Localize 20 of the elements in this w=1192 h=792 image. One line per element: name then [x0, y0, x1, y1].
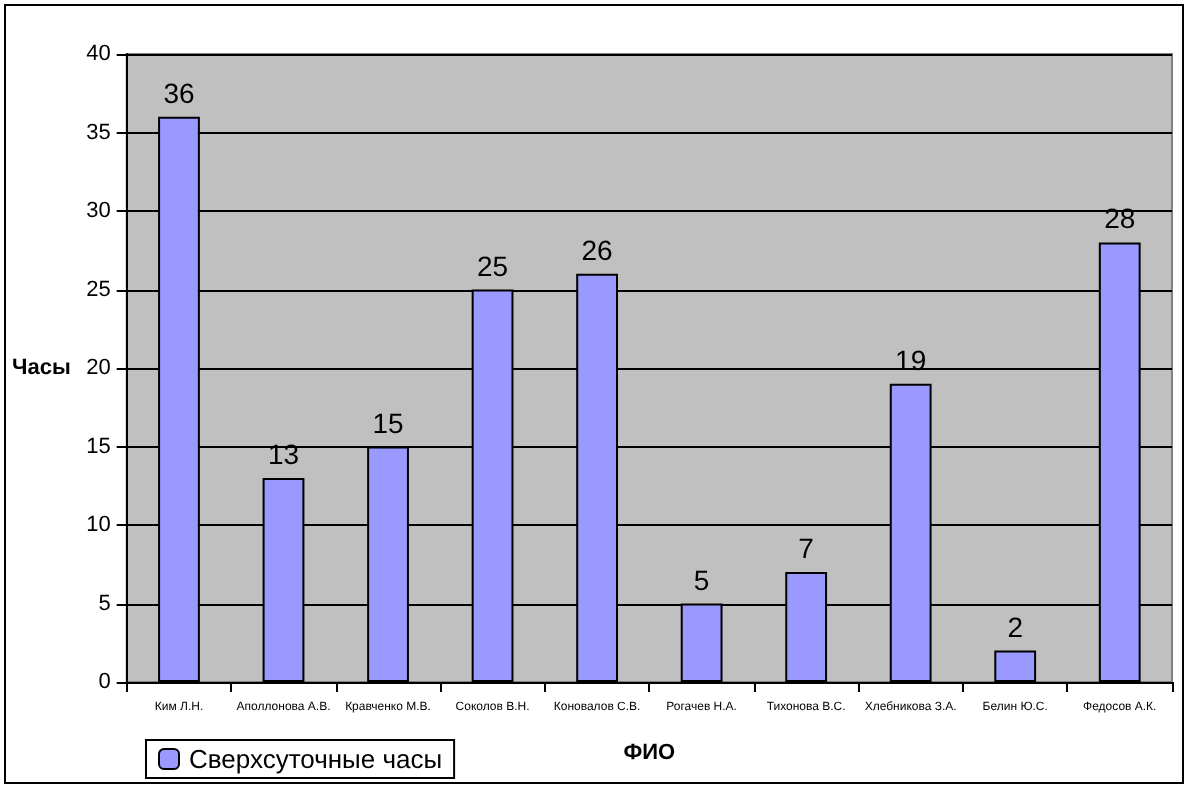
data-label: 36	[163, 76, 195, 109]
legend-label: Сверхсуточные часы	[189, 744, 443, 774]
y-tick-label: 10	[86, 513, 111, 537]
y-tick-label: 20	[86, 356, 111, 380]
y-tick-label: 0	[98, 670, 111, 694]
y-tick-label: 40	[86, 42, 111, 66]
y-tick-label: 25	[86, 277, 111, 302]
y-tick-label: 5	[98, 591, 111, 616]
bar	[994, 650, 1037, 682]
y-tick-label: 15	[86, 434, 111, 459]
y-axis-title: Часы	[12, 356, 71, 380]
data-label: 25	[476, 249, 509, 282]
data-label: 15	[372, 406, 405, 439]
data-label: 26	[581, 233, 614, 266]
data-label: 7	[798, 532, 815, 565]
y-tick-label: 30	[86, 199, 111, 223]
data-label: 2	[1007, 610, 1024, 643]
data-label: 5	[693, 563, 710, 596]
x-axis-title: ФИО	[623, 741, 677, 765]
y-tick-label: 35	[86, 120, 111, 145]
